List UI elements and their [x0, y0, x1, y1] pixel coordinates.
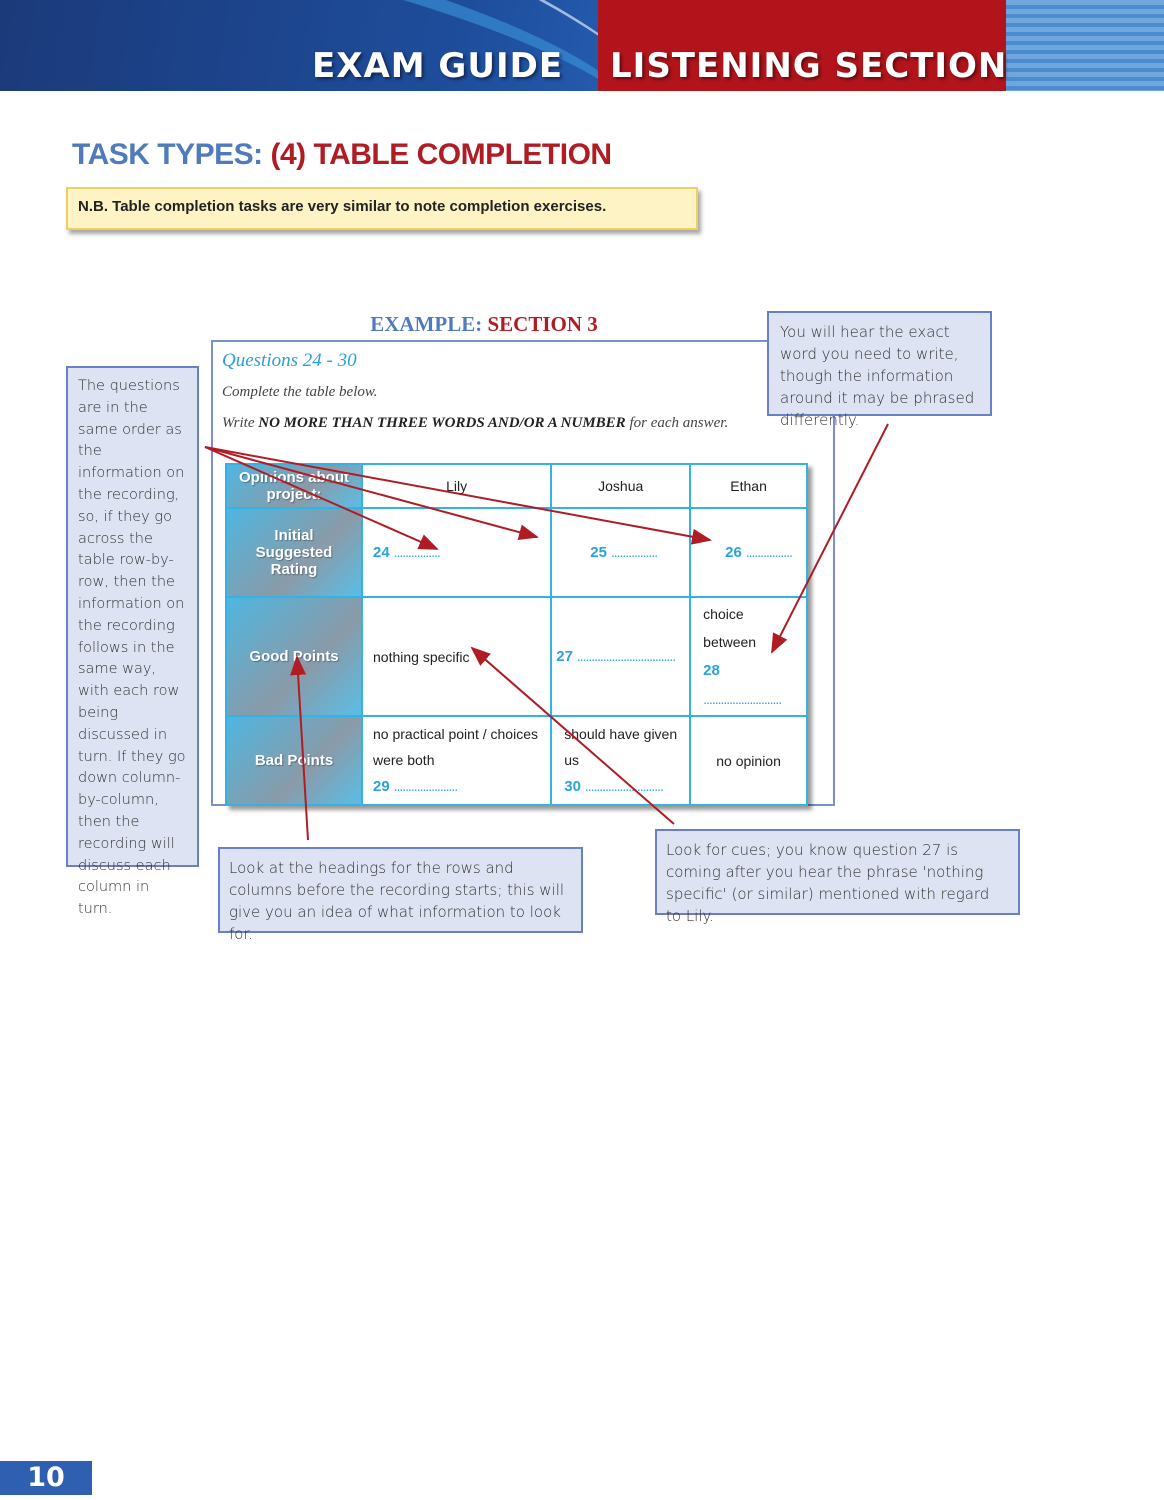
title-part2: (4) TABLE COMPLETION [270, 138, 612, 171]
arrow-to-28 [771, 423, 889, 654]
answer-blank: ................ [745, 544, 793, 560]
header-stripes [1006, 0, 1164, 91]
row-header: Good Points [225, 596, 363, 717]
arrow-to-24 [204, 446, 439, 550]
word-limit: Write NO MORE THAN THREE WORDS AND/OR A … [222, 415, 728, 432]
wl-post: for each answer. [629, 415, 729, 431]
note-exact-word: You will hear the exact word you need to… [767, 311, 992, 429]
answer-cell: should have given us 30 .................… [550, 715, 692, 806]
nb-callout: N.B. Table completion tasks are very sim… [66, 187, 698, 230]
note-question-order: The questions are in the same order as t… [66, 366, 199, 917]
q-num: 30 [564, 778, 581, 795]
arrow-to-nothing-specific [470, 646, 675, 825]
arrow-to-25 [204, 446, 539, 541]
q-num: 24 [373, 544, 390, 561]
answer-blank: ................ [610, 544, 658, 560]
answer-blank: .................................. [576, 648, 676, 664]
example-label: EXAMPLE: [370, 312, 483, 336]
page-title: TASK TYPES: (4) TABLE COMPLETION [72, 138, 612, 172]
cell-text: should have given us [564, 726, 678, 768]
q-num: 29 [373, 778, 390, 795]
questions-heading: Questions 24 - 30 [222, 350, 357, 371]
title-part1: TASK TYPES: [72, 138, 263, 171]
row-header: Initial Suggested Rating [225, 507, 363, 598]
answer-blank: ........................... [703, 691, 782, 707]
page-number: 10 [0, 1461, 92, 1495]
q-num: 26 [725, 544, 742, 561]
cell: nothing specific [360, 596, 553, 717]
row-header: Bad Points [225, 715, 363, 806]
col-header: Ethan [689, 463, 808, 509]
arrow-to-26 [204, 446, 712, 545]
note-cues: Look for cues; you know question 27 is c… [655, 829, 1020, 925]
header-exam-guide: EXAM GUIDE [312, 46, 564, 86]
completion-table: Opinions about project: Lily Joshua Etha… [225, 463, 808, 806]
wl-bold: NO MORE THAN THREE WORDS AND/OR A NUMBER [258, 415, 626, 431]
q-num: 28 [703, 662, 720, 679]
answer-cell: 27 .................................. [550, 596, 692, 717]
header-red-block [598, 0, 1006, 91]
answer-blank: ...................... [393, 778, 459, 794]
header-listening-section: LISTENING SECTION [610, 46, 1008, 86]
col-header: Lily [360, 463, 553, 509]
wl-pre: Write [222, 415, 255, 431]
q-num: 25 [590, 544, 607, 561]
cell-text: no practical point / choices were both [373, 726, 538, 768]
q-num: 27 [556, 648, 573, 665]
example-heading: EXAMPLE: SECTION 3 [211, 312, 757, 337]
answer-blank: ........................... [584, 778, 664, 794]
answer-cell: 26 ................ [689, 507, 808, 598]
answer-cell: 25 ................ [550, 507, 692, 598]
note-headings: Look at the headings for the rows and co… [218, 847, 583, 943]
example-section: SECTION 3 [487, 312, 598, 336]
answer-cell: no practical point / choices were both 29… [360, 715, 553, 806]
cell: no opinion [689, 715, 808, 806]
cell-text: choice between [703, 606, 757, 650]
instruction: Complete the table below. [222, 384, 378, 400]
col-header: Joshua [550, 463, 692, 509]
answer-cell: choice between 28 .......................… [689, 596, 808, 717]
arrow-to-good-points [290, 655, 309, 841]
